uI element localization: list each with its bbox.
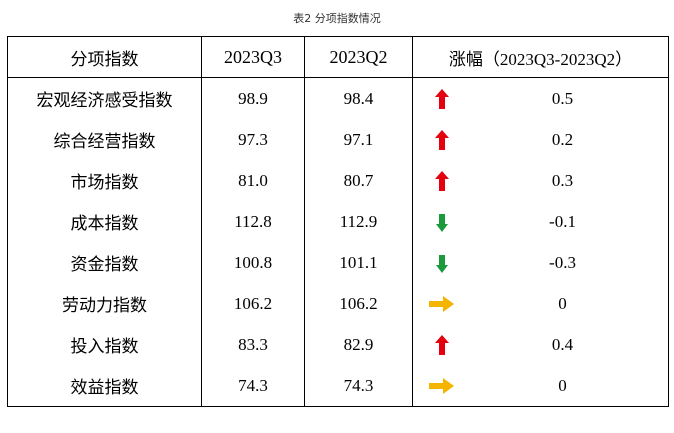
right-arrow-icon <box>429 296 454 312</box>
row-2023q3: 81.0 <box>201 160 305 201</box>
header-name: 分项指数 <box>7 36 202 78</box>
row-change: -0.1 <box>412 201 669 242</box>
header-2023q2: 2023Q2 <box>304 36 413 78</box>
table-row: 投入指数 83.3 82.9 0.4 <box>7 324 669 365</box>
row-change: 0 <box>412 283 669 324</box>
table-row: 资金指数 100.8 101.1 -0.3 <box>7 242 669 283</box>
row-name: 劳动力指数 <box>7 283 202 324</box>
table-caption: 表2 分项指数情况 <box>293 12 381 25</box>
row-change: -0.3 <box>412 242 669 283</box>
row-2023q3: 74.3 <box>201 365 305 407</box>
header-change-period: （2023Q3-2023Q2） <box>482 49 633 69</box>
row-name: 成本指数 <box>7 201 202 242</box>
row-name: 宏观经济感受指数 <box>7 77 202 119</box>
row-name: 综合经营指数 <box>7 119 202 160</box>
row-2023q3: 97.3 <box>201 119 305 160</box>
row-2023q2: 82.9 <box>304 324 413 365</box>
row-change-value: -0.3 <box>549 253 576 272</box>
row-name: 投入指数 <box>7 324 202 365</box>
row-name: 效益指数 <box>7 365 202 407</box>
row-name: 资金指数 <box>7 242 202 283</box>
table-row: 市场指数 81.0 80.7 0.3 <box>7 160 669 201</box>
table-row: 宏观经济感受指数 98.9 98.4 0.5 <box>7 77 669 119</box>
row-change: 0.2 <box>412 119 669 160</box>
table-row: 成本指数 112.8 112.9 -0.1 <box>7 201 669 242</box>
row-change-value: 0 <box>558 294 567 313</box>
row-2023q3: 83.3 <box>201 324 305 365</box>
table-row: 劳动力指数 106.2 106.2 0 <box>7 283 669 324</box>
down-arrow-icon <box>436 255 448 273</box>
table-row: 效益指数 74.3 74.3 0 <box>7 365 669 407</box>
row-2023q2: 106.2 <box>304 283 413 324</box>
row-2023q2: 74.3 <box>304 365 413 407</box>
row-2023q3: 112.8 <box>201 201 305 242</box>
right-arrow-icon <box>429 378 454 394</box>
header-change: 涨幅（2023Q3-2023Q2） <box>412 36 669 78</box>
up-arrow-icon <box>435 335 449 355</box>
row-2023q2: 80.7 <box>304 160 413 201</box>
row-2023q3: 98.9 <box>201 77 305 119</box>
row-2023q2: 98.4 <box>304 77 413 119</box>
row-change: 0.3 <box>412 160 669 201</box>
row-change: 0.4 <box>412 324 669 365</box>
row-2023q2: 97.1 <box>304 119 413 160</box>
row-change-value: 0.3 <box>551 171 574 190</box>
row-change-value: 0.5 <box>551 89 574 108</box>
header-change-label: 涨幅 <box>448 49 483 70</box>
row-change: 0.5 <box>412 77 669 119</box>
row-2023q3: 106.2 <box>201 283 305 324</box>
row-change: 0 <box>412 365 669 407</box>
header-row: 分项指数 2023Q3 2023Q2 涨幅（2023Q3-2023Q2） <box>7 36 669 78</box>
up-arrow-icon <box>435 130 449 150</box>
index-table: 分项指数 2023Q3 2023Q2 涨幅（2023Q3-2023Q2） 宏观经… <box>7 36 669 407</box>
down-arrow-icon <box>436 214 448 232</box>
row-change-value: 0 <box>558 376 567 395</box>
row-2023q2: 112.9 <box>304 201 413 242</box>
up-arrow-icon <box>435 171 449 191</box>
row-change-value: 0.2 <box>551 130 574 149</box>
header-2023q3: 2023Q3 <box>201 36 305 78</box>
row-name: 市场指数 <box>7 160 202 201</box>
table-row: 综合经营指数 97.3 97.1 0.2 <box>7 119 669 160</box>
row-2023q2: 101.1 <box>304 242 413 283</box>
row-2023q3: 100.8 <box>201 242 305 283</box>
row-change-value: 0.4 <box>551 335 574 354</box>
row-change-value: -0.1 <box>549 212 576 231</box>
up-arrow-icon <box>435 89 449 109</box>
